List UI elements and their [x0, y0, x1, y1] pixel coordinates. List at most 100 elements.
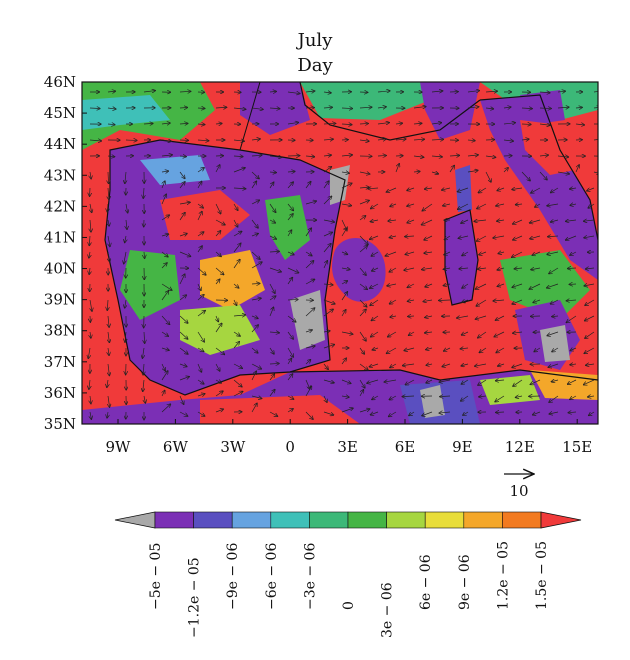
wind-vector — [485, 108, 494, 109]
wind-vector — [409, 331, 415, 335]
wind-vector — [323, 345, 334, 349]
wind-vector — [548, 236, 559, 237]
map-subtitle: Day — [297, 55, 333, 76]
wind-vector — [161, 194, 166, 205]
wind-vector — [161, 234, 169, 236]
wind-vector — [387, 284, 397, 286]
wind-vector — [341, 172, 349, 173]
wind-vector — [570, 395, 577, 399]
wind-vector — [269, 156, 282, 157]
wind-vector — [477, 203, 487, 209]
colorbar-label: −3e − 06 — [302, 543, 318, 610]
wind-vector — [125, 171, 126, 183]
wind-vector — [458, 236, 469, 238]
wind-vector — [233, 168, 245, 173]
wind-vector — [124, 251, 126, 264]
wind-vector — [233, 363, 242, 368]
wind-vector — [405, 379, 415, 385]
wind-vector — [341, 379, 351, 383]
wind-vector — [215, 231, 221, 237]
wind-vector — [305, 308, 315, 317]
wind-vector — [125, 331, 126, 342]
wind-vector — [233, 219, 238, 227]
wind-vector — [341, 124, 352, 125]
wind-vector — [269, 374, 274, 381]
colorbar-label: −5e − 05 — [148, 543, 164, 610]
lat-tick-label: 36N — [44, 384, 76, 402]
wind-vector — [215, 363, 220, 371]
wind-vector — [197, 212, 202, 221]
colorbar-label: −6e − 06 — [264, 543, 280, 610]
wind-vector — [216, 315, 218, 322]
wind-vector — [413, 171, 420, 172]
wind-vector — [89, 140, 101, 141]
lat-tick-label: 42N — [44, 197, 76, 215]
wind-vector — [90, 299, 92, 311]
lon-tick-label: 0 — [285, 438, 295, 456]
wind-vector — [269, 267, 281, 272]
wind-vector — [161, 215, 169, 221]
wind-vector — [269, 363, 279, 364]
lat-tick-label: 46N — [44, 73, 76, 91]
wind-vector — [407, 300, 415, 301]
wind-vector — [341, 281, 347, 284]
wind-vector — [197, 379, 204, 384]
wind-vector — [407, 204, 415, 206]
wind-vector — [503, 140, 513, 141]
wind-vector — [107, 203, 108, 212]
wind-vector — [359, 347, 364, 354]
wind-vector — [474, 220, 487, 221]
wind-vector — [179, 213, 185, 221]
wind-vector — [269, 283, 275, 293]
wind-vector — [323, 379, 334, 383]
wind-vector — [341, 396, 349, 397]
wind-vector — [287, 252, 294, 255]
wind-vector — [107, 108, 116, 109]
wind-vector — [515, 204, 523, 205]
wind-vector — [108, 363, 109, 376]
wind-vector — [251, 108, 263, 109]
wind-vector — [233, 108, 246, 109]
wind-vector — [377, 91, 390, 92]
wind-vector — [593, 107, 598, 108]
wind-vector — [395, 164, 399, 173]
wind-vector — [197, 331, 204, 342]
wind-vector — [422, 268, 433, 270]
wind-vector — [251, 155, 262, 156]
wind-vector — [287, 203, 293, 211]
wind-vector — [402, 396, 415, 397]
wind-vector — [269, 108, 280, 109]
wind-vector — [341, 310, 346, 317]
wind-vector — [323, 196, 332, 205]
colorbar-label: 3e − 06 — [380, 582, 396, 638]
wind-vector — [323, 261, 327, 269]
wind-vector — [493, 236, 505, 238]
wind-vector — [251, 396, 262, 399]
wind-vector — [566, 220, 577, 221]
wind-vector — [323, 155, 331, 156]
wind-vector — [143, 123, 153, 124]
wind-vector — [425, 188, 433, 189]
wind-vector — [395, 139, 406, 140]
wind-vector — [269, 332, 279, 333]
lat-tick-label: 35N — [44, 415, 76, 433]
wind-vector — [551, 380, 559, 382]
wind-vector — [143, 187, 144, 198]
wind-vector — [442, 188, 451, 190]
wind-vector — [323, 123, 336, 124]
wind-vector — [89, 235, 90, 246]
wind-vector — [287, 267, 299, 273]
wind-vector — [305, 201, 316, 205]
wind-vector — [461, 332, 469, 335]
colorbar-label: 6e − 06 — [418, 554, 434, 610]
wind-vector — [426, 348, 433, 350]
wind-vector — [233, 331, 240, 336]
wind-vector — [457, 187, 469, 192]
wind-vector — [323, 107, 332, 108]
wind-vector — [215, 391, 223, 397]
wind-vector — [539, 92, 550, 93]
wind-vector — [368, 188, 379, 189]
wind-vector — [570, 364, 577, 365]
wind-vector — [431, 91, 443, 92]
reference-vector-label: 10 — [509, 482, 528, 500]
